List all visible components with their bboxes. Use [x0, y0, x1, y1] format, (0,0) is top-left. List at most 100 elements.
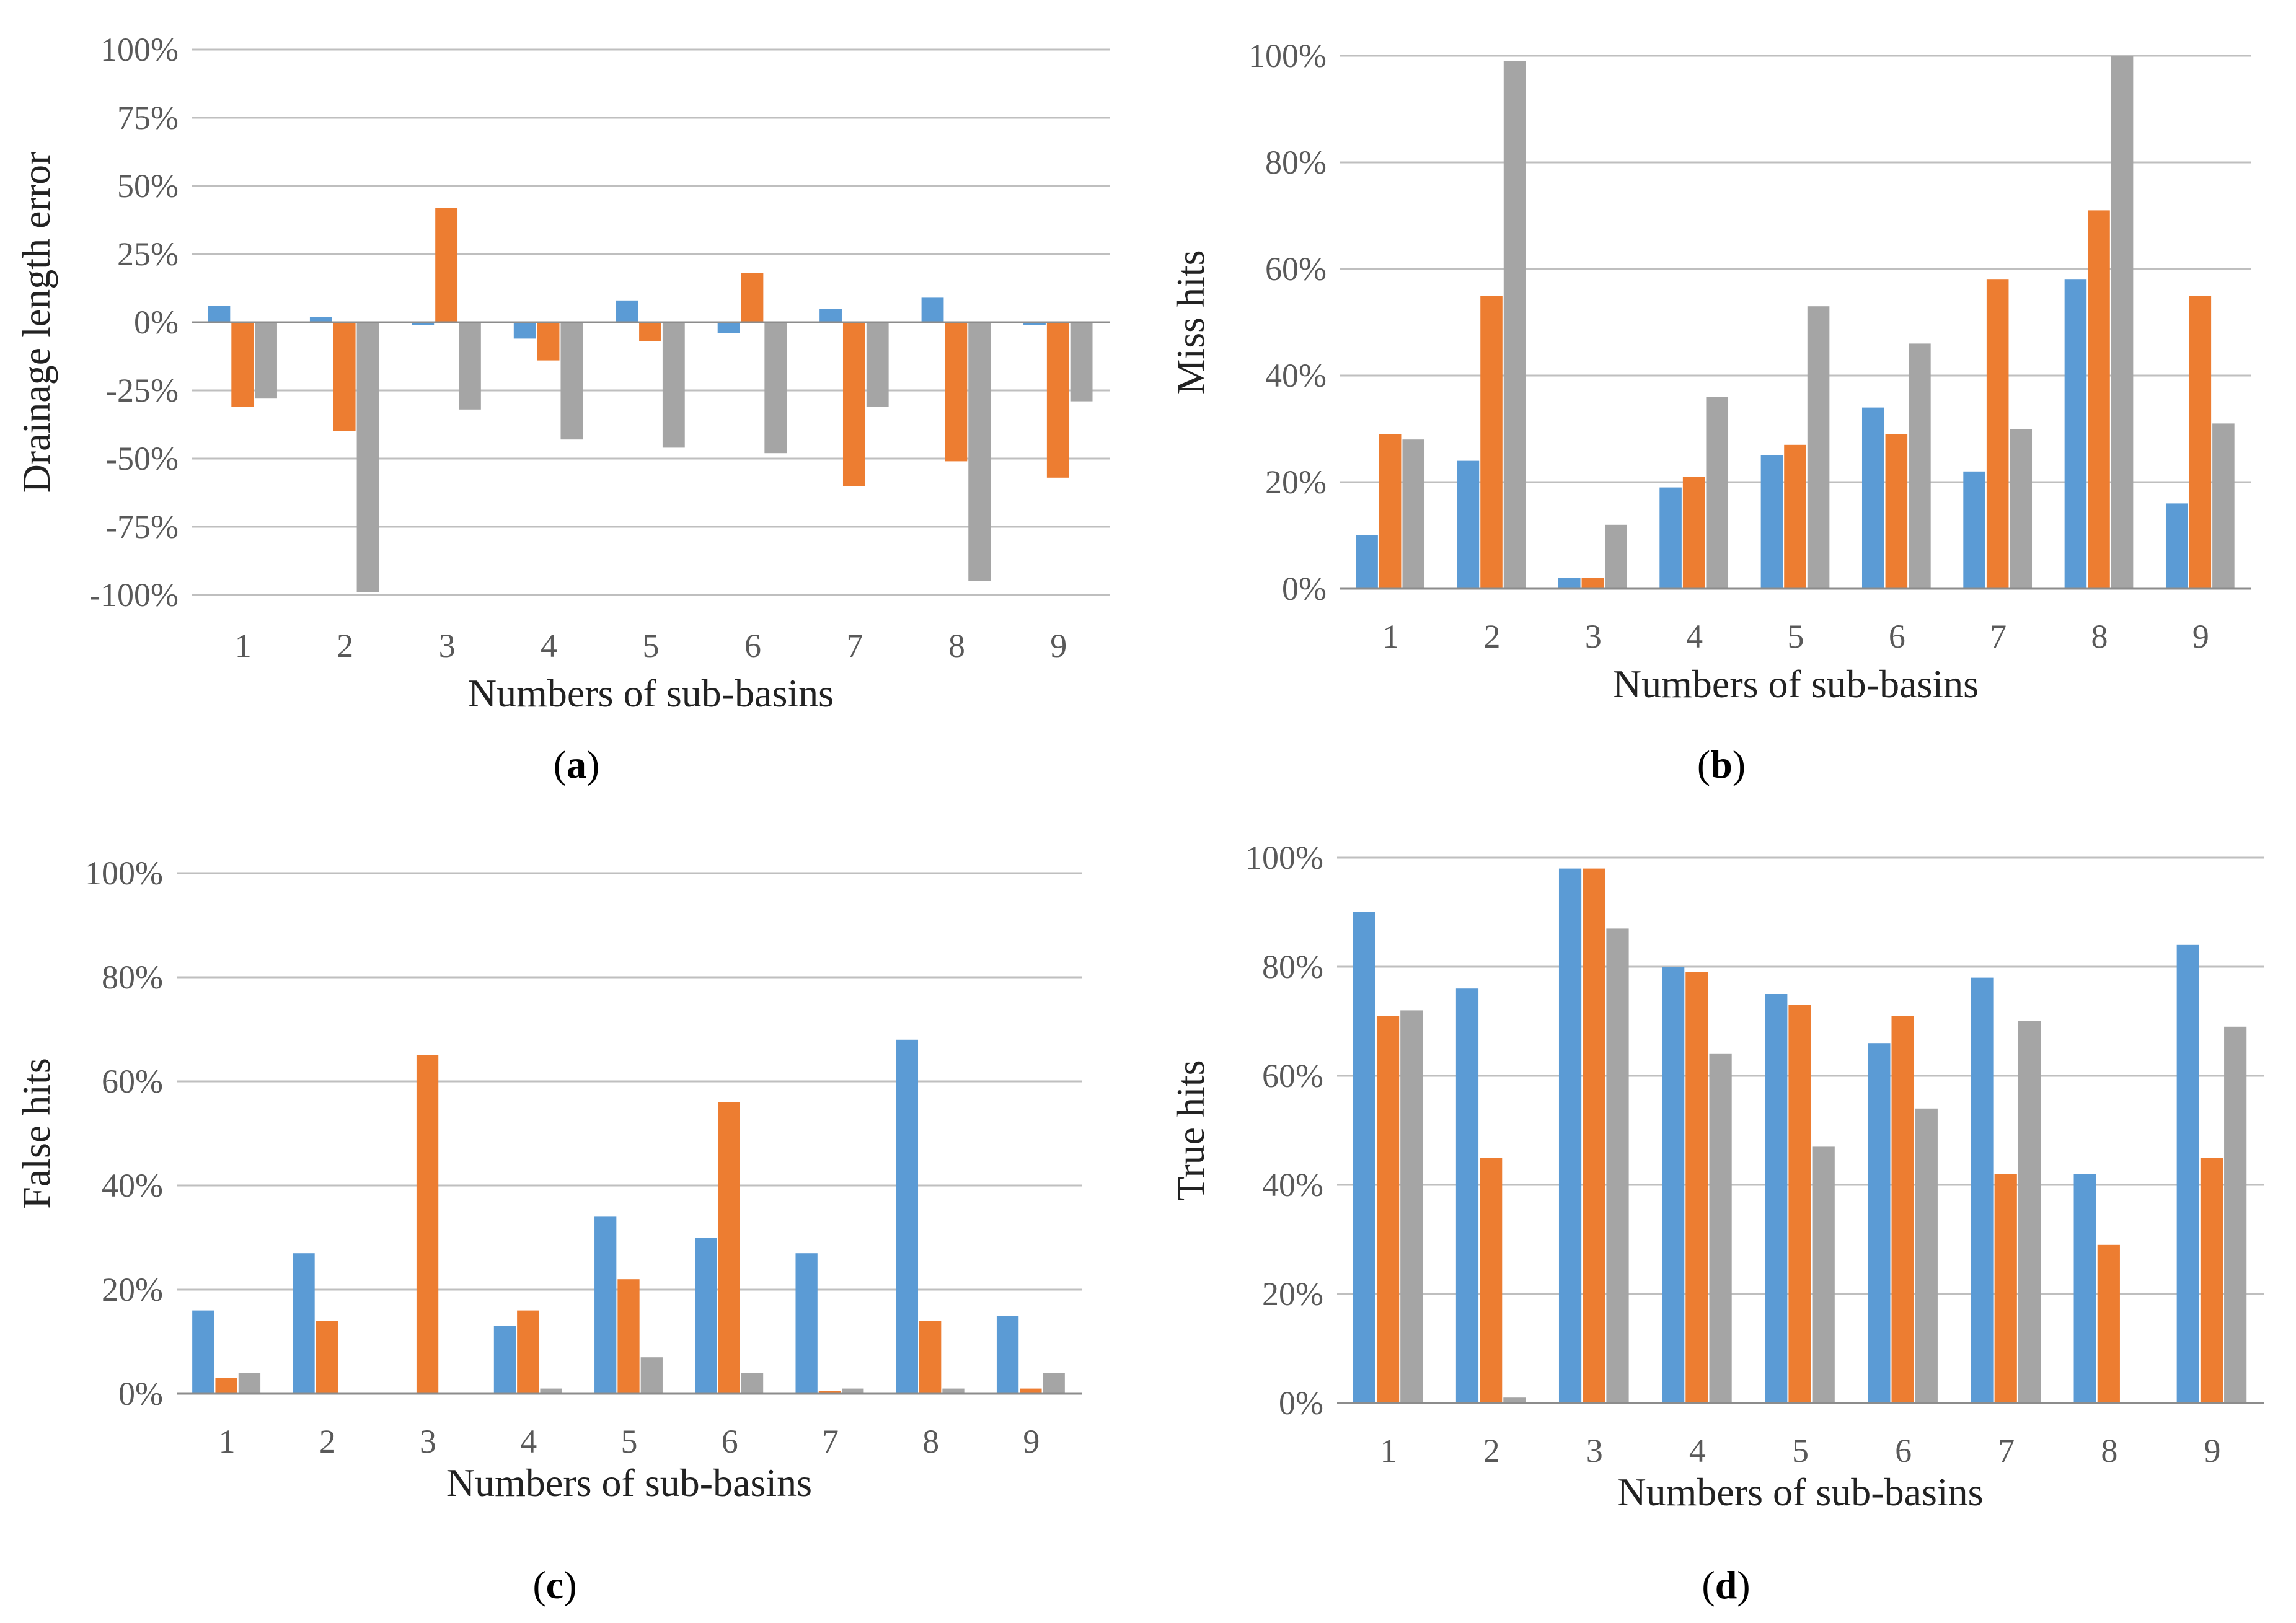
x-tick-label-a-9: 9	[1050, 627, 1067, 664]
bar-a-s1-c1	[208, 306, 231, 322]
bar-c-s1-c8	[896, 1039, 919, 1394]
bar-a-s1-c2	[309, 317, 332, 322]
bar-c-s2-c4	[517, 1310, 539, 1394]
bar-c-s2-c6	[718, 1102, 740, 1394]
x-tick-label-a-7: 7	[846, 627, 863, 664]
bar-c-s1-c7	[795, 1253, 818, 1394]
bar-a-s2-c1	[231, 322, 254, 407]
bar-d-s3-c3	[1606, 928, 1629, 1403]
y-tick-label-b-4: 80%	[1265, 144, 1327, 181]
x-tick-label-a-2: 2	[337, 627, 353, 664]
y-tick-label-a-4: 0%	[134, 304, 179, 341]
chart-d-svg: 0% 20% 40% 60% 80% 100% 1 2 3 4 5 6 7 8 9 Numbers of su…	[1168, 839, 2264, 1607]
chart-panel-c: 0% 20% 40% 60% 80% 100% 1 2 3 4 5 6 7 8 9 Numbers of su…	[0, 811, 1148, 1622]
y-tick-label-d-5: 100%	[1245, 839, 1323, 876]
x-tick-label-b-3: 3	[1585, 618, 1602, 655]
bar-b-s2-c9	[2189, 296, 2212, 589]
bar-d-s1-c7	[1971, 977, 1994, 1403]
bar-d-s1-c2	[1455, 988, 1479, 1403]
chart-a-svg: -100% -75% -50% -25% 0% 25% 50% 75% 100% 1 2 3 4 5 6 7 8…	[14, 31, 1110, 786]
bar-c-s2-c7	[818, 1391, 841, 1394]
bar-a-s1-c3	[412, 322, 435, 325]
bar-b-s1-c1	[1356, 535, 1378, 589]
bar-d-s2-c2	[1480, 1158, 1503, 1403]
bar-a-s1-c8	[921, 297, 944, 322]
x-tick-label-c-6: 6	[722, 1423, 738, 1460]
x-tick-label-b-6: 6	[1889, 618, 1905, 655]
bar-b-s2-c1	[1379, 434, 1402, 589]
bar-d-s3-c6	[1915, 1108, 1938, 1403]
bar-b-s3-c2	[1503, 61, 1526, 589]
x-tick-label-c-5: 5	[621, 1423, 638, 1460]
bar-a-s1-c4	[513, 322, 536, 339]
bar-d-s1-c9	[2176, 944, 2199, 1403]
bar-d-s3-c2	[1503, 1397, 1526, 1403]
bar-c-s1-c9	[996, 1316, 1019, 1394]
bar-d-s2-c4	[1685, 972, 1708, 1403]
bar-a-s2-c7	[842, 322, 865, 486]
x-tick-label-b-1: 1	[1382, 618, 1399, 655]
bar-c-s1-c1	[192, 1310, 214, 1394]
bar-d-s1-c8	[2073, 1174, 2096, 1403]
bar-c-s2-c8	[919, 1321, 942, 1394]
subfigure-caption-b: (b)	[1697, 742, 1746, 786]
y-tick-label-a-7: 75%	[117, 99, 179, 136]
bar-b-s1-c6	[1861, 407, 1884, 589]
x-tick-label-c-2: 2	[319, 1423, 336, 1460]
x-tick-label-d-9: 9	[2204, 1432, 2220, 1469]
x-tick-label-c-9: 9	[1023, 1423, 1040, 1460]
bar-d-s3-c4	[1709, 1053, 1732, 1403]
bar-b-s3-c4	[1706, 397, 1729, 589]
y-tick-label-b-3: 60%	[1265, 250, 1327, 288]
chart-c-svg: 0% 20% 40% 60% 80% 100% 1 2 3 4 5 6 7 8 9 Numbers of su…	[14, 855, 1082, 1607]
bar-a-s2-c2	[333, 322, 356, 431]
bar-d-s2-c5	[1788, 1005, 1811, 1403]
x-tick-label-c-4: 4	[520, 1423, 537, 1460]
y-axis-title-b: Miss hits	[1168, 250, 1212, 395]
bar-a-s3-c5	[662, 322, 685, 448]
y-tick-label-b-5: 100%	[1248, 37, 1327, 74]
bar-a-s3-c1	[255, 322, 277, 399]
x-tick-label-a-6: 6	[744, 627, 761, 664]
bar-b-s2-c8	[2088, 210, 2110, 589]
y-axis-title-a: Drainage length error	[14, 152, 58, 493]
bar-b-s3-c7	[2010, 429, 2033, 589]
bar-d-s3-c1	[1400, 1010, 1423, 1403]
x-tick-label-b-4: 4	[1686, 618, 1703, 655]
y-tick-label-a-6: 50%	[117, 167, 179, 205]
bar-c-s3-c7	[842, 1388, 864, 1394]
subfigure-caption-d: (d)	[1702, 1563, 1750, 1607]
y-tick-label-d-1: 20%	[1262, 1275, 1323, 1313]
bar-d-s2-c9	[2200, 1158, 2223, 1403]
bar-c-s1-c4	[493, 1326, 516, 1394]
x-tick-label-d-2: 2	[1483, 1432, 1500, 1469]
chart-panel-a: -100% -75% -50% -25% 0% 25% 50% 75% 100% 1 2 3 4 5 6 7 8…	[0, 0, 1148, 811]
bar-a-s3-c3	[459, 322, 481, 410]
bar-c-s3-c4	[540, 1388, 562, 1394]
bar-a-s1-c6	[717, 322, 740, 333]
y-tick-label-d-2: 40%	[1262, 1166, 1323, 1203]
x-tick-label-b-9: 9	[2192, 618, 2209, 655]
x-axis-title-c: Numbers of sub-basins	[446, 1461, 812, 1505]
x-tick-label-d-4: 4	[1689, 1432, 1706, 1469]
bar-d-s2-c8	[2097, 1244, 2120, 1403]
bar-b-s3-c6	[1909, 343, 1931, 589]
bar-a-s2-c4	[537, 322, 560, 361]
y-tick-label-b-1: 20%	[1265, 464, 1327, 501]
bar-b-s3-c9	[2212, 423, 2235, 589]
bar-c-s1-c5	[594, 1216, 617, 1394]
bar-c-s1-c2	[293, 1253, 315, 1394]
chart-panel-d: 0% 20% 40% 60% 80% 100% 1 2 3 4 5 6 7 8 9 Numbers of su…	[1148, 811, 2296, 1622]
x-axis-title-b: Numbers of sub-basins	[1613, 662, 1979, 706]
y-tick-label-c-4: 80%	[102, 959, 163, 996]
bar-b-s3-c3	[1605, 524, 1627, 589]
bar-b-s2-c6	[1885, 434, 1908, 589]
x-tick-label-b-8: 8	[2091, 618, 2108, 655]
bar-d-s1-c5	[1765, 994, 1788, 1403]
y-axis-title-c: False hits	[14, 1058, 58, 1209]
bar-a-s2-c5	[639, 322, 661, 341]
subfigure-caption-c: (c)	[532, 1563, 576, 1607]
bar-a-s2-c6	[741, 273, 764, 322]
y-tick-label-a-8: 100%	[100, 31, 179, 68]
bar-b-s3-c5	[1807, 306, 1830, 589]
